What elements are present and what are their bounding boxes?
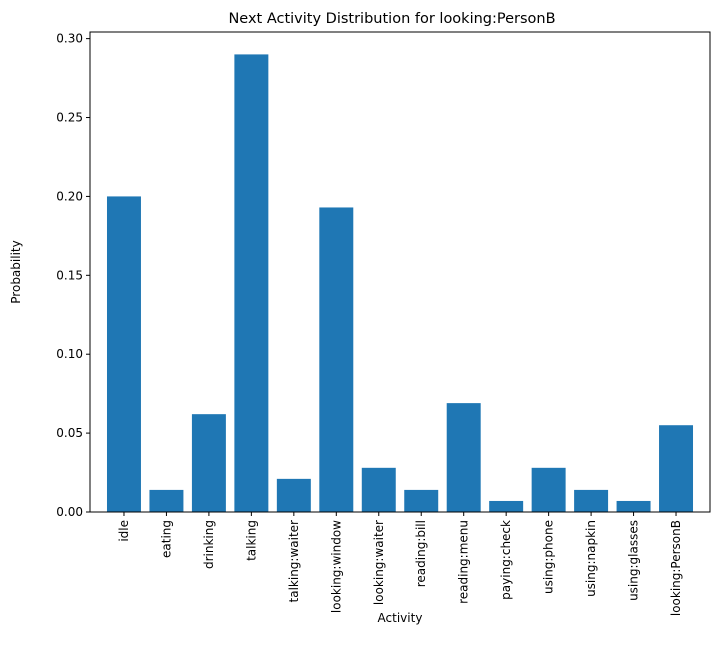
y-axis-label: Probability — [9, 240, 23, 303]
bar-using-glasses — [616, 500, 651, 512]
bar-eating — [149, 489, 184, 512]
x-tick-label: eating — [159, 520, 173, 558]
y-tick-label: 0.10 — [56, 347, 83, 361]
x-tick-label: reading:menu — [457, 520, 471, 604]
bar-reading-menu — [446, 403, 481, 512]
y-tick-label: 0.00 — [56, 505, 83, 519]
x-tick-label: talking — [244, 520, 258, 561]
x-tick-label: drinking — [202, 520, 216, 569]
y-tick-label: 0.30 — [56, 32, 83, 46]
x-tick-label: reading:bill — [414, 520, 428, 587]
y-axis: 0.00 0.05 0.10 0.15 0.20 0.25 0.30 — [56, 32, 90, 519]
bar-talking — [234, 54, 269, 512]
bar-using-phone — [531, 467, 566, 512]
x-tick-label: using:napkin — [584, 520, 598, 597]
x-axis: idle eating drinking talking talking:waiter l… — [117, 512, 683, 616]
y-tick-label: 0.15 — [56, 268, 83, 282]
bar-paying-check — [489, 500, 524, 512]
x-axis-label: Activity — [378, 611, 423, 625]
bar-idle — [106, 196, 141, 512]
y-tick-label: 0.05 — [56, 426, 83, 440]
bar-reading-bill — [404, 489, 439, 512]
x-tick-label: looking:waiter — [372, 520, 386, 605]
x-tick-label: looking:window — [329, 520, 343, 613]
x-tick-label: paying:check — [499, 520, 513, 600]
bar-using-napkin — [574, 489, 609, 512]
chart-title: Next Activity Distribution for looking:P… — [228, 11, 555, 27]
bars-group — [106, 54, 694, 513]
y-tick-label: 0.20 — [56, 189, 83, 203]
x-tick-label: using:phone — [542, 520, 556, 594]
bar-looking-personb — [659, 425, 694, 512]
bar-looking-waiter — [361, 467, 396, 512]
bar-drinking — [191, 414, 226, 512]
bar-talking-waiter — [276, 478, 311, 512]
bar-looking-window — [319, 207, 354, 513]
plot-frame — [89, 31, 711, 513]
x-tick-label: idle — [117, 520, 131, 542]
x-tick-label: looking:PersonB — [669, 520, 683, 616]
x-tick-label: using:glasses — [627, 520, 641, 601]
x-tick-label: talking:waiter — [287, 520, 301, 603]
y-tick-label: 0.25 — [56, 111, 83, 125]
